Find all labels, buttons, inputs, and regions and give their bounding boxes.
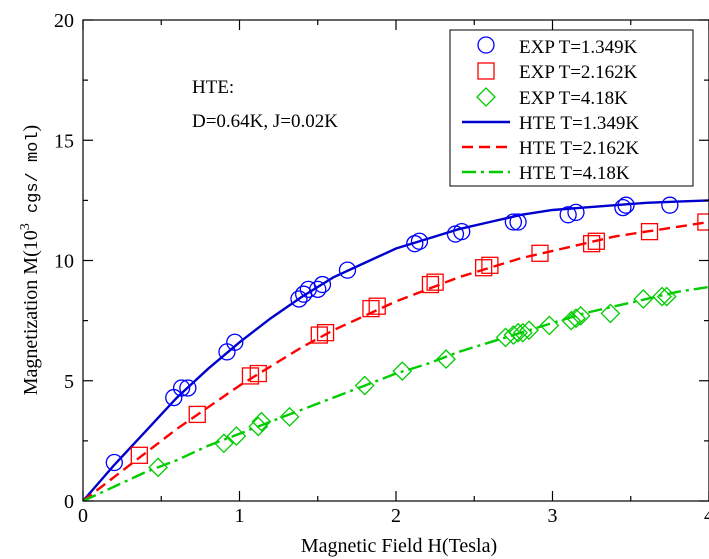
data-point-s1-9 bbox=[426, 273, 444, 291]
x-tick-label-1: 1 bbox=[235, 505, 245, 527]
x-axis-label: Magnetic Field H(Tesla) bbox=[301, 535, 497, 557]
data-point-s2-20 bbox=[652, 286, 672, 307]
data-point-s2-8 bbox=[436, 349, 456, 370]
data-point-s1-16 bbox=[697, 213, 709, 231]
data-point-s2-17 bbox=[570, 305, 591, 326]
legend: EXP T=1.349K EXP T=2.162K EXP T=4.18K HT… bbox=[449, 29, 694, 187]
x-tick-label-2: 2 bbox=[391, 505, 401, 527]
data-point-s1-1 bbox=[188, 405, 206, 424]
x-tick-label-3: 3 bbox=[548, 505, 558, 527]
data-point-s1-11 bbox=[481, 256, 499, 274]
data-point-s1-13 bbox=[582, 235, 601, 253]
data-point-s0-15 bbox=[453, 222, 471, 241]
y-tick-label-3: 15 bbox=[54, 130, 74, 152]
axes-layer: 0 1 2 3 4 0 5 10 15 20 bbox=[54, 10, 709, 527]
data-point-s2-14 bbox=[539, 315, 560, 336]
legend-label-exp-1349: EXP T=1.349K bbox=[519, 37, 638, 58]
data-point-s0-17 bbox=[509, 213, 527, 231]
legend-box bbox=[449, 29, 694, 187]
y-tick-label-1: 5 bbox=[64, 371, 74, 393]
data-point-s2-6 bbox=[354, 375, 375, 396]
data-point-s2-7 bbox=[392, 361, 413, 382]
data-point-s0-10 bbox=[313, 275, 332, 294]
y-axis-label-exponent: 3 bbox=[18, 223, 33, 230]
annotation-title: HTE: bbox=[192, 77, 234, 98]
data-point-s2-1 bbox=[213, 433, 234, 454]
data-point-s0-0 bbox=[105, 453, 123, 472]
data-point-s0-19 bbox=[567, 203, 585, 222]
series-line-5 bbox=[83, 285, 709, 501]
y-tick-label-2: 10 bbox=[54, 251, 74, 273]
data-point-s0-2 bbox=[172, 379, 191, 397]
data-point-s1-15 bbox=[640, 222, 659, 241]
data-point-s1-0 bbox=[130, 446, 148, 464]
legend-label-hte-2162: HTE T=2.162K bbox=[519, 138, 639, 159]
data-point-s2-4 bbox=[251, 411, 272, 432]
data-point-s2-21 bbox=[656, 286, 677, 307]
x-tick-label-4: 4 bbox=[704, 505, 709, 527]
data-point-s0-22 bbox=[661, 196, 679, 214]
legend-symbol-1 bbox=[477, 62, 495, 80]
annotation-params: D=0.64K, J=0.02K bbox=[192, 111, 338, 132]
data-point-s1-14 bbox=[587, 232, 605, 250]
data-point-s0-12 bbox=[406, 235, 424, 253]
y-tick-label-0: 0 bbox=[64, 491, 74, 513]
data-point-s1-4 bbox=[310, 326, 328, 344]
data-point-s2-15 bbox=[561, 310, 582, 331]
data-point-s0-5 bbox=[226, 333, 244, 351]
data-point-s2-19 bbox=[633, 289, 654, 309]
data-point-s0-18 bbox=[559, 206, 577, 224]
data-point-s1-5 bbox=[316, 323, 335, 342]
y-tick-label-4: 20 bbox=[54, 10, 74, 32]
data-point-s2-12 bbox=[512, 322, 533, 343]
data-point-s1-12 bbox=[531, 244, 549, 262]
y-axis-label-prefix: Magnetization M(10 bbox=[20, 230, 42, 395]
legend-label-exp-2162: EXP T=2.162K bbox=[519, 62, 638, 83]
y-axis-label-suffix: ) bbox=[20, 125, 42, 132]
data-point-s2-18 bbox=[600, 303, 621, 324]
legend-symbol-2 bbox=[476, 87, 496, 107]
data-point-s1-3 bbox=[249, 364, 267, 383]
data-point-s0-16 bbox=[504, 213, 523, 231]
legend-label-hte-1349: HTE T=1.349K bbox=[519, 113, 639, 134]
data-point-s1-7 bbox=[368, 297, 386, 315]
data-point-s2-5 bbox=[279, 406, 300, 427]
data-point-s0-3 bbox=[179, 379, 197, 397]
legend-label-hte-418: HTE T=4.18K bbox=[519, 163, 630, 184]
data-point-s1-6 bbox=[362, 299, 380, 318]
data-point-s2-2 bbox=[226, 426, 247, 446]
data-point-s2-10 bbox=[503, 325, 524, 345]
data-point-s0-11 bbox=[338, 261, 357, 279]
series-line-3 bbox=[83, 199, 709, 501]
data-point-s2-0 bbox=[148, 457, 169, 478]
data-point-s2-13 bbox=[519, 320, 539, 341]
legend-symbols bbox=[462, 36, 510, 174]
legend-label-exp-418: EXP T=4.18K bbox=[519, 88, 628, 109]
data-point-s2-11 bbox=[508, 322, 528, 343]
legend-symbol-0 bbox=[477, 36, 495, 54]
data-point-s1-8 bbox=[421, 275, 440, 294]
data-point-s0-9 bbox=[309, 280, 327, 299]
y-axis-label: Magnetization M(103 cgs/ mol) bbox=[18, 125, 43, 395]
data-point-s0-6 bbox=[290, 290, 308, 308]
data-point-s2-3 bbox=[248, 416, 269, 437]
y-axis-label-units: cgs/ mol bbox=[24, 131, 43, 223]
data-point-s2-16 bbox=[566, 308, 586, 329]
data-point-s0-20 bbox=[614, 198, 632, 217]
data-point-s0-21 bbox=[617, 196, 635, 214]
x-tick-label-0: 0 bbox=[78, 505, 88, 527]
data-point-s1-10 bbox=[474, 259, 493, 277]
data-point-s0-13 bbox=[410, 232, 429, 250]
series-layer bbox=[83, 196, 709, 501]
